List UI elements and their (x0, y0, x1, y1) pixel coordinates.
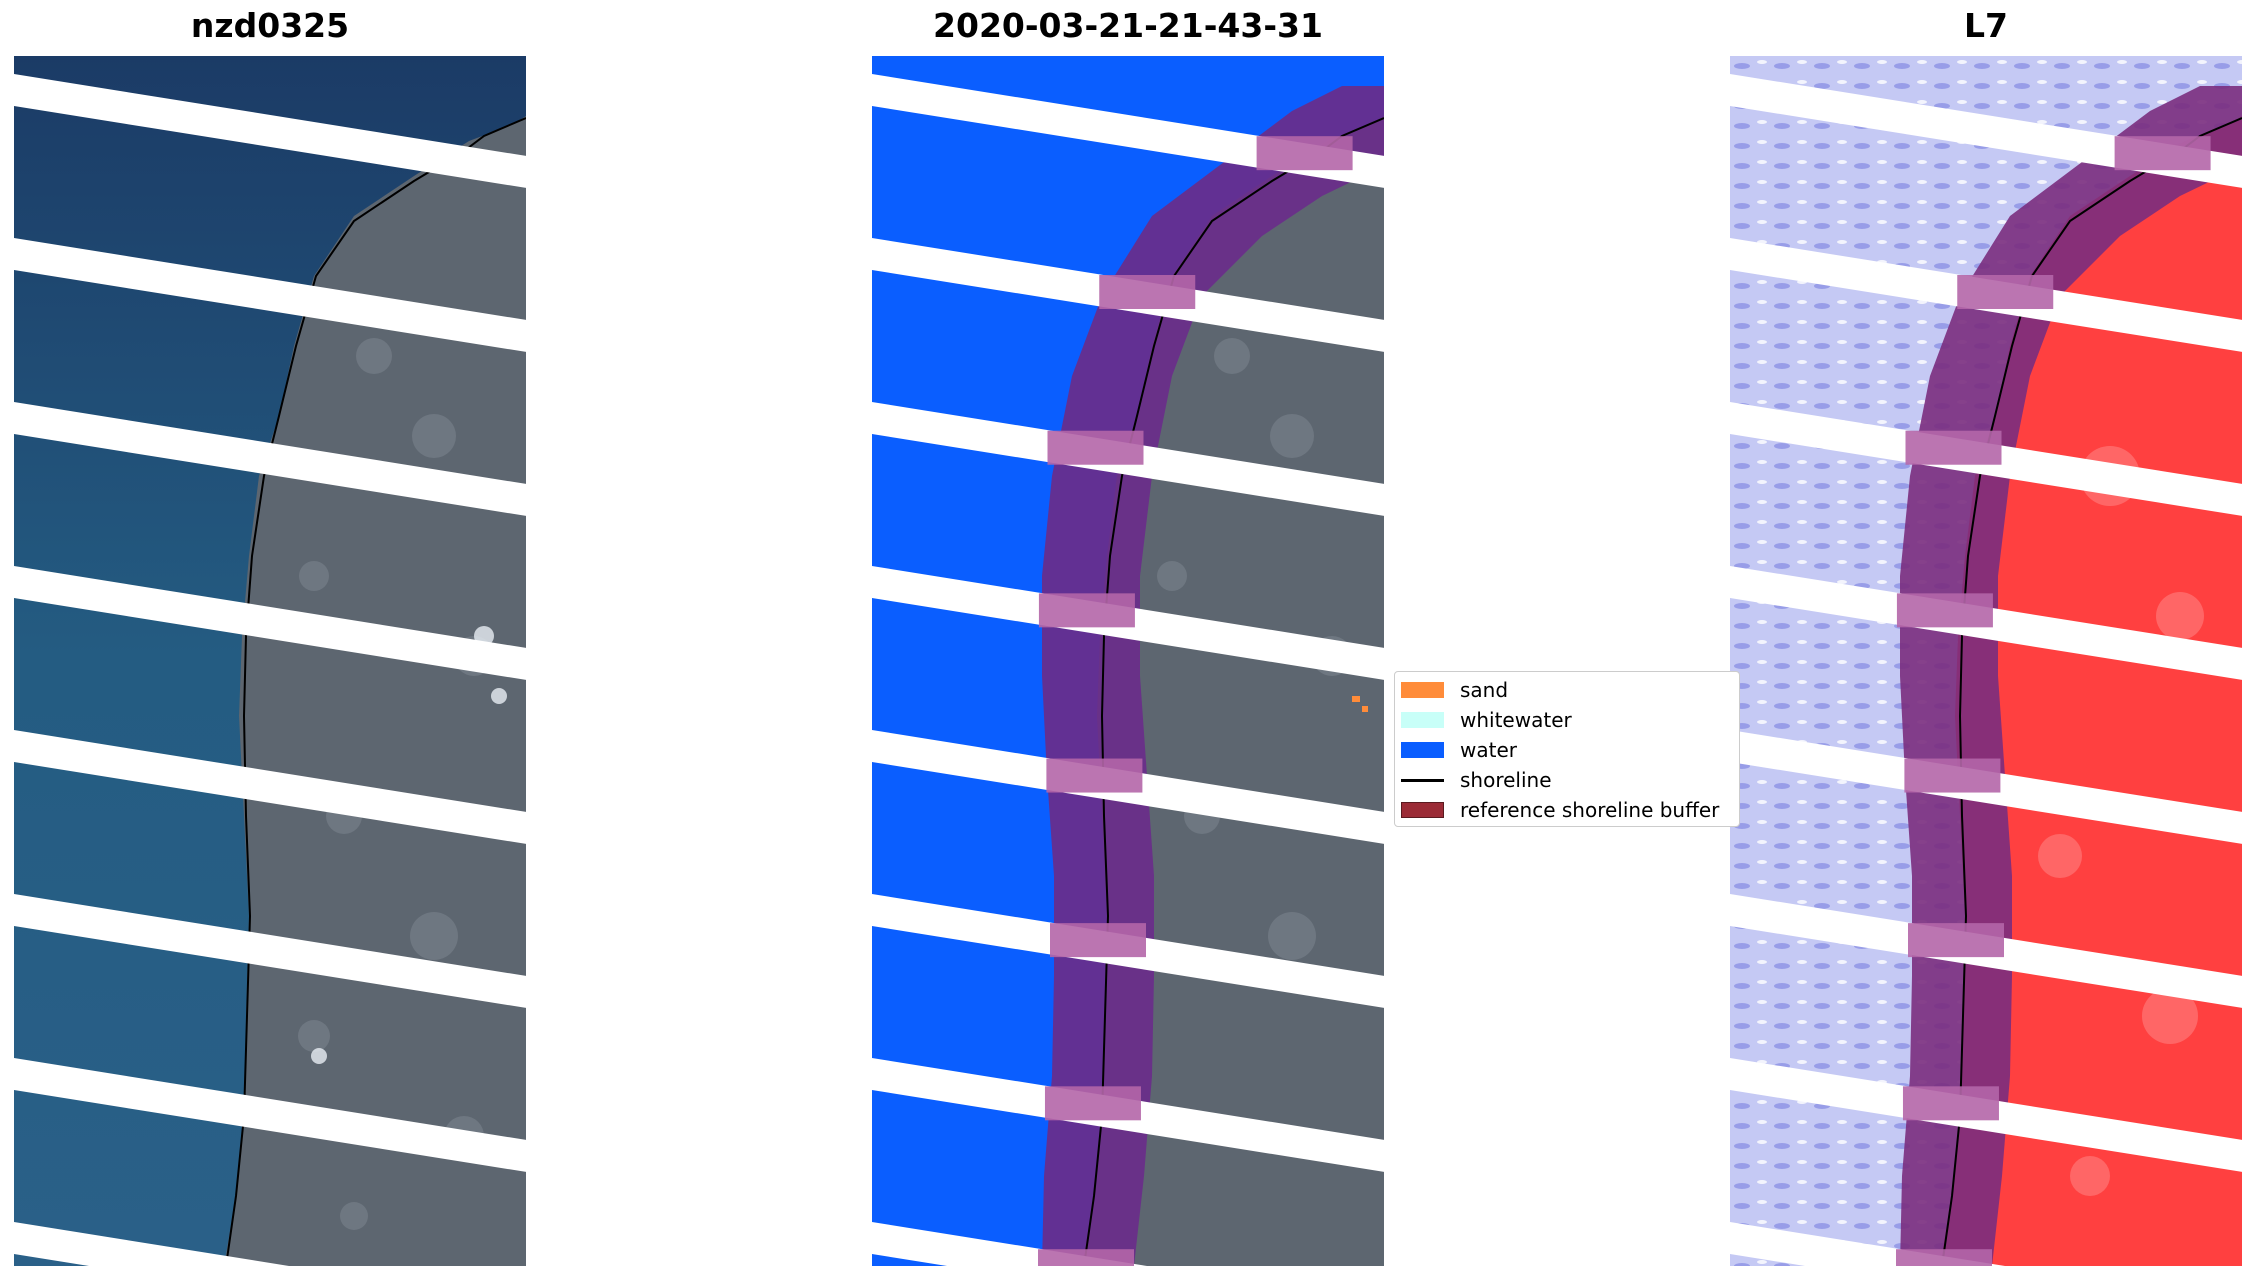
legend-label: water (1460, 738, 1517, 762)
buffer-gap-patch (1047, 430, 1144, 465)
buffer-gap-patch (1038, 1249, 1134, 1266)
legend-label: reference shoreline buffer (1460, 798, 1720, 822)
mndwi-image-panel (1730, 56, 2242, 1266)
shoreline-swatch (1401, 778, 1444, 782)
buffer-swatch (1401, 802, 1444, 818)
legend-item-sand: sand (1401, 678, 1508, 702)
water-swatch (1401, 742, 1444, 758)
slc-gap-stripe (14, 74, 526, 188)
classified-image-panel (872, 56, 1384, 1266)
reference-shoreline-buffer (1042, 86, 1384, 1266)
buffer-gap-patch (1046, 758, 1143, 793)
shoreline (1941, 117, 2242, 1266)
buffer-gap-patch (1256, 136, 1353, 171)
panel-title-classified: 2020-03-21-21-43-31 (933, 6, 1323, 45)
mndwi-image (1730, 56, 2242, 1266)
panel-title-mndwi: L7 (1964, 6, 2008, 45)
legend-item-shoreline: shoreline (1401, 768, 1552, 792)
buffer-gap-overlay (1038, 136, 1353, 1266)
panel-title-rgb: nzd0325 (190, 6, 350, 45)
buffer-gap-patch (1038, 593, 1135, 628)
slc-gap-stripe (14, 566, 526, 680)
legend-label: whitewater (1460, 708, 1572, 732)
buffer-gap-patch (1896, 593, 1993, 628)
legend-item-whitewater: whitewater (1401, 708, 1572, 732)
legend: sand whitewater water shoreline referenc… (1394, 671, 1740, 827)
classified-image (872, 56, 1384, 1266)
sand-pixels (1352, 696, 1368, 712)
slc-gap-stripe (1730, 74, 2242, 188)
slc-gap-stripe (14, 1058, 526, 1172)
reference-shoreline-buffer (1900, 86, 2242, 1266)
shoreline (1083, 117, 1384, 1266)
buffer-gap-patch (1904, 758, 2001, 793)
buffer-gap-patch (1050, 923, 1146, 958)
legend-item-buffer: reference shoreline buffer (1401, 798, 1719, 822)
slc-gap-stripe (14, 730, 526, 844)
buffer-gap-patch (1957, 275, 2054, 309)
rgb-image (14, 56, 526, 1266)
buffer-gap-patch (1099, 275, 1196, 309)
shoreline (225, 117, 526, 1266)
cloud-specks (311, 626, 507, 1064)
legend-item-water: water (1401, 738, 1517, 762)
slc-gap-stripe (14, 1222, 289, 1266)
rgb-image-panel (14, 56, 526, 1266)
buffer-gap-overlay (1896, 136, 2211, 1266)
buffer-gap-patch (1905, 430, 2002, 465)
buffer-gap-patch (1896, 1249, 1992, 1266)
legend-label: sand (1460, 678, 1509, 702)
slc-gaps (14, 74, 526, 1266)
whitewater-swatch (1401, 712, 1444, 728)
slc-gap-stripe (872, 74, 1384, 188)
slc-gap-stripe (14, 238, 526, 352)
legend-label: shoreline (1460, 768, 1552, 792)
buffer-gap-patch (1902, 1086, 1999, 1121)
buffer-gap-patch (1044, 1086, 1141, 1121)
sand-swatch (1401, 682, 1444, 698)
buffer-gap-patch (2114, 136, 2211, 171)
slc-gap-stripe (14, 402, 526, 516)
slc-gap-stripe (14, 894, 526, 1008)
buffer-gap-patch (1908, 923, 2004, 958)
